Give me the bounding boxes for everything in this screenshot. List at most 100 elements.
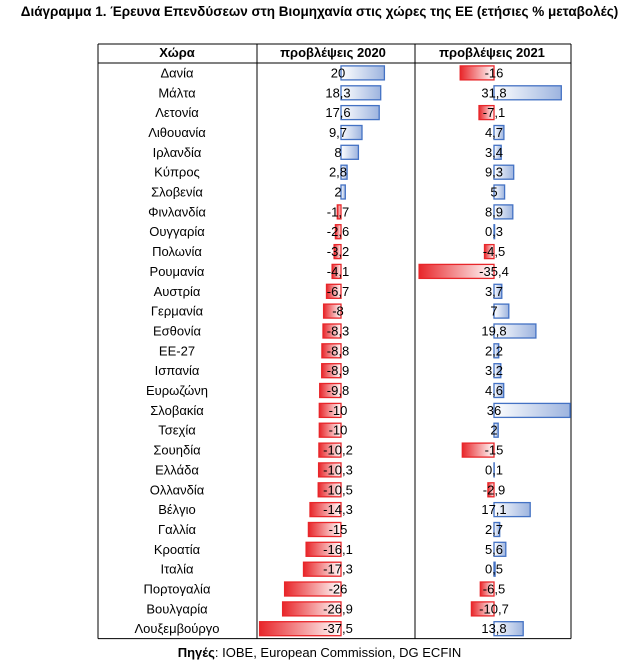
value-label-2020: -14,3 <box>323 502 353 517</box>
table-row: Ρουμανία -4,1 -35,4 <box>150 263 509 280</box>
bar-2021 <box>493 541 507 557</box>
country-label: Κροατία <box>154 542 201 557</box>
country-label: Λιθουανία <box>148 125 206 140</box>
bar-2020 <box>321 343 342 359</box>
country-label: Λουξεμβούργο <box>134 621 219 636</box>
value-label-2020: -3,2 <box>327 244 349 259</box>
table-headers: Χώρα προβλέψεις 2020 προβλέψεις 2021 <box>159 45 545 60</box>
country-label: Ισπανία <box>155 363 200 378</box>
value-label-2020: -1,7 <box>327 204 349 219</box>
country-label: Φινλανδία <box>148 204 206 219</box>
bar-2020 <box>321 363 342 379</box>
value-label-2020: -8,3 <box>327 324 349 339</box>
value-label-2021: 3,7 <box>485 284 503 299</box>
value-label-2021: 7 <box>490 304 497 319</box>
table-row: Βουλγαρία -26,9 -10,7 <box>146 601 509 617</box>
bar-2020 <box>340 184 346 200</box>
bar-2021 <box>461 442 495 458</box>
bar-2020 <box>258 621 342 637</box>
bar-2021 <box>478 104 495 121</box>
bar-2021 <box>459 65 495 81</box>
table-row: Κροατία -16,1 5,6 <box>154 541 507 557</box>
value-label-2020: -8,8 <box>327 343 349 358</box>
value-label-2020: -9,8 <box>327 383 349 398</box>
header-2021: προβλέψεις 2021 <box>439 45 545 60</box>
value-label-2021: 2,2 <box>485 343 503 358</box>
table-row: Ευρωζώνη -9,8 4,6 <box>146 382 505 399</box>
table-row: Εσθονία -8,3 19,8 <box>153 323 537 339</box>
value-label-2020: -26,9 <box>323 601 353 616</box>
table-row: Σουηδία -10,2 -15 <box>153 442 504 458</box>
country-label: Σλοβενία <box>151 185 203 200</box>
bar-2021 <box>418 263 495 280</box>
table-row: Κύπρος 2,8 9,3 <box>154 164 515 180</box>
value-label-2021: 13,8 <box>481 621 506 636</box>
bar-2021 <box>493 204 514 220</box>
bar-2021 <box>479 581 495 597</box>
table-row: Πορτογαλία -26 -6,5 <box>144 581 505 597</box>
table-row: Λιθουανία 9,7 4,7 <box>148 124 505 141</box>
value-label-2021: 4,7 <box>485 125 503 140</box>
value-label-2021: -16 <box>485 65 504 80</box>
value-label-2021: 5 <box>490 185 497 200</box>
country-label: Αυστρία <box>154 284 201 299</box>
bar-2020 <box>317 462 342 478</box>
bar-2020 <box>340 124 363 141</box>
bar-2020 <box>340 85 382 101</box>
bar-2021 <box>493 124 505 141</box>
value-label-2021: -2,9 <box>483 482 505 497</box>
bar-2020 <box>317 482 342 498</box>
bar-2021 <box>493 343 500 359</box>
source-text: : IOBE, European Commission, DG ECFIN <box>214 645 462 660</box>
value-label-2021: -15 <box>485 443 504 458</box>
value-label-2021: 0,3 <box>485 224 503 239</box>
country-label: Εσθονία <box>153 324 202 339</box>
country-label: Σλοβακία <box>150 403 204 418</box>
table-row: Μάλτα 18,3 31,8 <box>158 85 562 101</box>
value-label-2021: 36 <box>487 403 501 418</box>
country-label: Κύπρος <box>154 165 200 180</box>
bar-2020 <box>309 501 342 518</box>
bar-2021 <box>470 601 495 617</box>
table-row: Τσεχία -10 2 <box>158 422 499 438</box>
country-label: Ιρλανδία <box>153 145 202 160</box>
chart-title: Διάγραμμα 1. Έρευνα Επενδύσεων στη Βιομη… <box>20 4 619 19</box>
table-row: Ιρλανδία 8 3,4 <box>153 144 503 160</box>
value-label-2020: -37,5 <box>323 621 353 636</box>
value-label-2021: 31,8 <box>481 85 506 100</box>
country-label: Πορτογαλία <box>144 582 211 597</box>
value-label-2021: 9,3 <box>485 165 503 180</box>
value-label-2020: -10,3 <box>323 462 353 477</box>
bar-2021 <box>493 323 537 339</box>
bar-2020 <box>340 144 360 160</box>
table-row: Δανία 20 -16 <box>160 65 504 81</box>
bar-2020 <box>319 382 342 399</box>
bar-2020 <box>333 243 342 260</box>
value-label-2020: 18,3 <box>325 85 350 100</box>
country-label: Σουηδία <box>153 443 201 458</box>
bar-2021 <box>483 243 495 260</box>
value-label-2020: -4,1 <box>327 264 349 279</box>
value-label-2020: 2 <box>334 185 341 200</box>
country-label: Ολλανδία <box>150 482 205 497</box>
bar-2021 <box>493 402 571 419</box>
country-label: Γερμανία <box>151 304 204 319</box>
bar-2020 <box>305 541 342 557</box>
table-grid <box>97 43 572 640</box>
bar-2021 <box>493 382 505 399</box>
bar-2020 <box>318 422 342 438</box>
bar-2021 <box>493 303 510 319</box>
value-label-2020: 2,8 <box>329 165 347 180</box>
country-label: Βέλγιο <box>158 502 196 517</box>
value-label-2020: -10,5 <box>323 482 353 497</box>
value-label-2021: -7,1 <box>483 105 505 120</box>
country-label: Γαλλία <box>158 522 197 537</box>
header-country: Χώρα <box>159 45 195 60</box>
header-2020: προβλέψεις 2020 <box>280 45 386 60</box>
bar-2020 <box>340 164 348 180</box>
bar-2020 <box>336 204 342 220</box>
value-label-2020: -26 <box>329 582 348 597</box>
bar-2021 <box>493 363 502 379</box>
value-label-2020: 8 <box>334 145 341 160</box>
